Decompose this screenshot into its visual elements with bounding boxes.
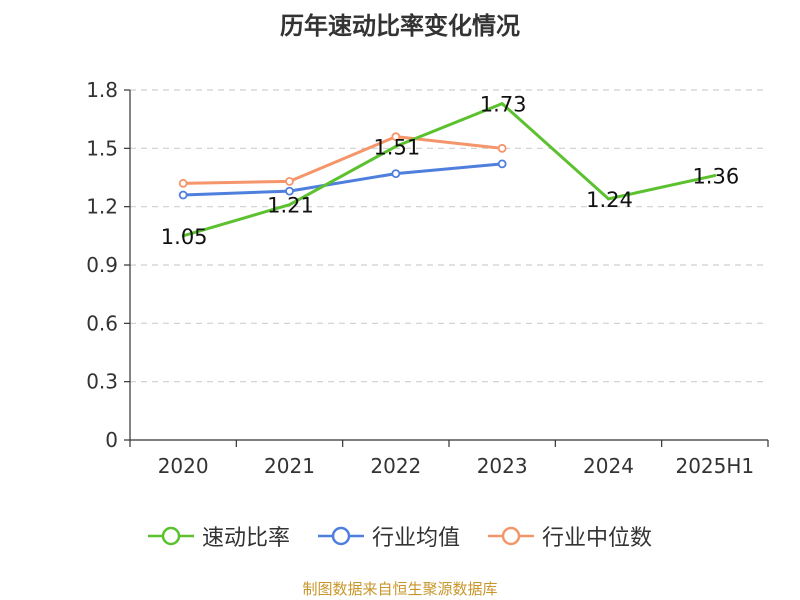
legend-swatch-0 [147, 526, 194, 546]
data-point [394, 144, 398, 148]
series-line-2 [183, 135, 503, 185]
x-tick-label: 2023 [477, 454, 528, 478]
chart-title: 历年速动比率变化情况 [280, 12, 520, 40]
data-point [288, 203, 291, 207]
data-point [500, 102, 504, 106]
legend[interactable]: 速动比率 行业均值 行业中位数 [0, 520, 800, 552]
data-point [497, 143, 507, 153]
legend-item-series-0[interactable]: 速动比率 [147, 520, 290, 552]
x-tick-label: 2025H1 [675, 454, 754, 478]
x-tick-label: 2024 [583, 454, 634, 478]
legend-swatch-1 [317, 526, 364, 546]
data-label: 1.51 [373, 135, 420, 159]
y-tick-label: 0.6 [86, 311, 118, 335]
x-tick-label: 2022 [370, 454, 421, 478]
y-tick-label: 0.9 [86, 253, 118, 277]
data-point [178, 190, 188, 200]
legend-item-series-1[interactable]: 行业均值 [317, 520, 460, 552]
legend-label-0: 速动比率 [201, 526, 290, 551]
data-source-note: 制图数据来自恒生聚源数据库 [302, 580, 498, 598]
y-tick-label: 0.3 [86, 370, 118, 394]
data-point [181, 234, 185, 238]
data-point [391, 132, 401, 142]
data-point [178, 178, 188, 188]
data-point [285, 186, 294, 196]
data-point [607, 197, 610, 201]
data-label: 1.21 [267, 194, 314, 218]
data-point [497, 159, 507, 169]
data-label: 1.36 [692, 165, 739, 189]
series-line-1 [183, 162, 503, 197]
legend-label-2: 行业中位数 [542, 526, 653, 551]
line-chart: 0 0.3 0.6 0.9 1.2 1.5 1.8 2020 2021 2022 2023 2024 2… [86, 78, 769, 478]
data-label: 1.05 [161, 225, 208, 249]
data-label: 1.73 [480, 93, 527, 117]
x-tick-label: 2020 [158, 454, 209, 478]
data-point [285, 176, 294, 186]
x-tick-label: 2021 [264, 454, 315, 478]
data-point [391, 169, 401, 179]
y-tick-label: 1.8 [86, 78, 118, 102]
data-label: 1.24 [586, 188, 633, 212]
series-line-0 [182, 102, 716, 238]
y-tick-label: 1.5 [86, 136, 118, 160]
data-point [713, 174, 717, 178]
legend-label-1: 行业均值 [371, 526, 460, 551]
legend-item-series-2[interactable]: 行业中位数 [488, 520, 652, 552]
y-tick-label: 1.2 [86, 195, 118, 219]
y-tick-label: 0 [105, 428, 118, 452]
legend-swatch-2 [488, 526, 534, 546]
